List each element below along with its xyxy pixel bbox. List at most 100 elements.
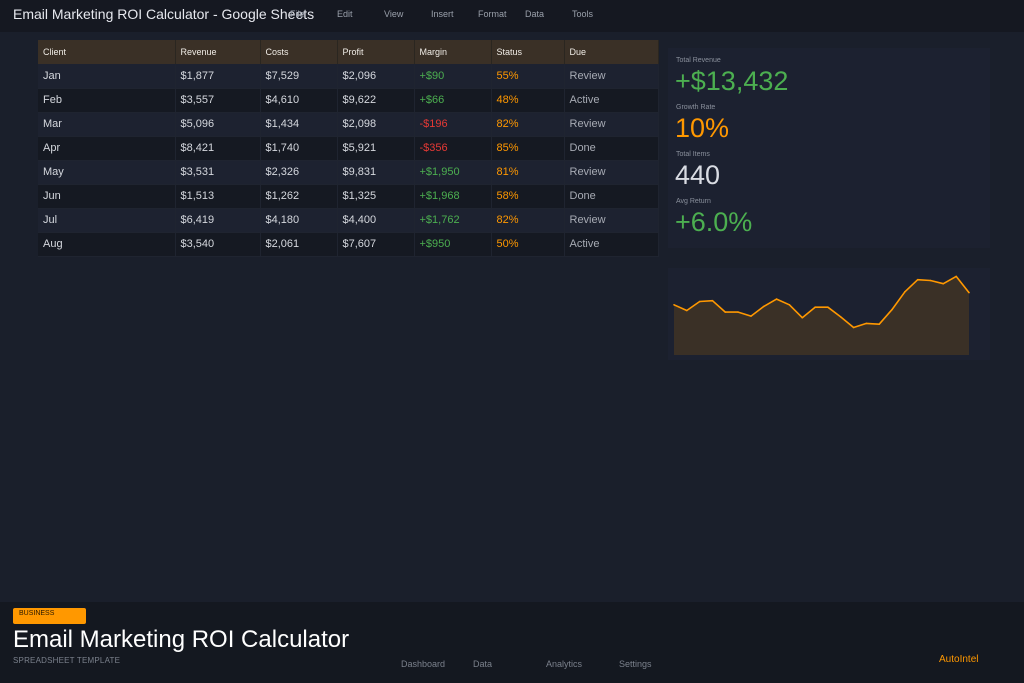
- menu-file[interactable]: File: [290, 9, 305, 19]
- menu-tools[interactable]: Tools: [572, 9, 594, 19]
- table-row[interactable]: May $3,531 $2,326 $9,831 +$1,950 81% Review: [38, 160, 659, 185]
- cell-client[interactable]: Apr: [38, 136, 176, 161]
- column-header-revenue[interactable]: Revenue: [175, 40, 261, 64]
- cell-status[interactable]: 48%: [491, 88, 565, 113]
- cell-revenue[interactable]: $6,419: [175, 208, 261, 233]
- brand-logo-text[interactable]: AutoIntel: [939, 654, 979, 665]
- cell-margin[interactable]: +$66: [414, 88, 492, 113]
- kpi-value-avg-return: +6.0%: [675, 207, 753, 237]
- cell-client[interactable]: Jul: [38, 208, 176, 233]
- cell-costs[interactable]: $2,326: [260, 160, 338, 185]
- cell-revenue[interactable]: $5,096: [175, 112, 261, 137]
- cell-profit[interactable]: $9,831: [337, 160, 415, 185]
- cell-margin[interactable]: +$1,950: [414, 160, 492, 185]
- cell-costs[interactable]: $1,434: [260, 112, 338, 137]
- cell-status[interactable]: 85%: [491, 136, 565, 161]
- table-row[interactable]: Jan $1,877 $7,529 $2,096 +$90 55% Review: [38, 64, 659, 89]
- cell-margin[interactable]: -$356: [414, 136, 492, 161]
- menu-data[interactable]: Data: [525, 9, 545, 19]
- menu-format[interactable]: Format: [478, 9, 507, 19]
- chart-point: [724, 311, 727, 313]
- chart-point: [711, 299, 714, 302]
- chart-point: [788, 304, 791, 306]
- cell-due[interactable]: Review: [564, 112, 659, 137]
- cell-status[interactable]: 81%: [491, 160, 565, 185]
- nav-analytics[interactable]: Analytics: [546, 659, 583, 669]
- category-badge: BUSINESS: [13, 608, 86, 624]
- table-header-row: Client Revenue Costs Profit Margin Statu…: [38, 40, 659, 64]
- menu-view[interactable]: View: [384, 9, 404, 19]
- cell-client[interactable]: Jan: [38, 64, 176, 89]
- cell-profit[interactable]: $2,098: [337, 112, 415, 137]
- cell-profit[interactable]: $7,607: [337, 232, 415, 257]
- chart-point: [916, 278, 919, 281]
- cell-costs[interactable]: $1,262: [260, 184, 338, 209]
- cell-costs[interactable]: $7,529: [260, 64, 338, 89]
- cell-profit[interactable]: $4,400: [337, 208, 415, 233]
- table-row[interactable]: Jul $6,419 $4,180 $4,400 +$1,762 82% Review: [38, 208, 659, 233]
- cell-due[interactable]: Active: [564, 232, 659, 257]
- kpi-value-total-revenue: +$13,432: [675, 66, 789, 96]
- cell-profit[interactable]: $1,325: [337, 184, 415, 209]
- cell-costs[interactable]: $2,061: [260, 232, 338, 257]
- cell-status[interactable]: 58%: [491, 184, 565, 209]
- cell-costs[interactable]: $4,610: [260, 88, 338, 113]
- cell-margin[interactable]: +$90: [414, 64, 492, 89]
- chart-series-line: [673, 275, 970, 329]
- cell-margin[interactable]: +$950: [414, 232, 492, 257]
- cell-client[interactable]: May: [38, 160, 176, 185]
- cell-revenue[interactable]: $3,540: [175, 232, 261, 257]
- cell-status[interactable]: 55%: [491, 64, 565, 89]
- cell-status[interactable]: 50%: [491, 232, 565, 257]
- nav-settings[interactable]: Settings: [619, 659, 652, 669]
- title-bar: Email Marketing ROI Calculator - Google …: [0, 0, 1024, 32]
- column-header-margin[interactable]: Margin: [414, 40, 492, 64]
- cell-status[interactable]: 82%: [491, 208, 565, 233]
- cell-due[interactable]: Done: [564, 184, 659, 209]
- cell-margin[interactable]: +$1,762: [414, 208, 492, 233]
- table-row[interactable]: Jun $1,513 $1,262 $1,325 +$1,968 58% Done: [38, 184, 659, 209]
- nav-data[interactable]: Data: [473, 659, 493, 669]
- column-header-client[interactable]: Client: [38, 40, 176, 64]
- cell-due[interactable]: Review: [564, 64, 659, 89]
- cell-status[interactable]: 82%: [491, 112, 565, 137]
- cell-client[interactable]: Jun: [38, 184, 176, 209]
- cell-revenue[interactable]: $3,531: [175, 160, 261, 185]
- column-header-profit[interactable]: Profit: [337, 40, 415, 64]
- cell-due[interactable]: Done: [564, 136, 659, 161]
- table-row[interactable]: Mar $5,096 $1,434 $2,098 -$196 82% Review: [38, 112, 659, 137]
- chart-point: [891, 308, 893, 311]
- cell-profit[interactable]: $2,096: [337, 64, 415, 89]
- table-row[interactable]: Aug $3,540 $2,061 $7,607 +$950 50% Active: [38, 232, 659, 257]
- kpi-label-avg-return: Avg Return: [676, 198, 711, 205]
- cell-client[interactable]: Aug: [38, 232, 176, 257]
- cell-revenue[interactable]: $1,877: [175, 64, 261, 89]
- column-header-costs[interactable]: Costs: [260, 40, 338, 64]
- cell-revenue[interactable]: $8,421: [175, 136, 261, 161]
- cell-profit[interactable]: $9,622: [337, 88, 415, 113]
- cell-margin[interactable]: +$1,968: [414, 184, 492, 209]
- cell-costs[interactable]: $4,180: [260, 208, 338, 233]
- chart-point: [737, 311, 739, 313]
- kpi-label-total-items: Total Items: [676, 151, 710, 158]
- table-row[interactable]: Feb $3,557 $4,610 $9,622 +$66 48% Active: [38, 88, 659, 113]
- chart-point: [968, 291, 970, 294]
- cell-revenue[interactable]: $3,557: [175, 88, 261, 113]
- cell-client[interactable]: Mar: [38, 112, 176, 137]
- cell-client[interactable]: Feb: [38, 88, 176, 113]
- cell-due[interactable]: Review: [564, 160, 659, 185]
- column-header-status[interactable]: Status: [491, 40, 565, 64]
- table-row[interactable]: Apr $8,421 $1,740 $5,921 -$356 85% Done: [38, 136, 659, 161]
- menu-edit[interactable]: Edit: [337, 9, 353, 19]
- cell-due[interactable]: Active: [564, 88, 659, 113]
- chart-point: [686, 309, 688, 312]
- cell-revenue[interactable]: $1,513: [175, 184, 261, 209]
- cell-profit[interactable]: $5,921: [337, 136, 415, 161]
- cell-margin[interactable]: -$196: [414, 112, 492, 137]
- nav-dashboard[interactable]: Dashboard: [401, 659, 446, 669]
- column-header-due[interactable]: Due: [564, 40, 659, 64]
- cell-due[interactable]: Review: [564, 208, 659, 233]
- window-title: Email Marketing ROI Calculator - Google …: [13, 6, 315, 22]
- menu-insert[interactable]: Insert: [431, 9, 454, 19]
- cell-costs[interactable]: $1,740: [260, 136, 338, 161]
